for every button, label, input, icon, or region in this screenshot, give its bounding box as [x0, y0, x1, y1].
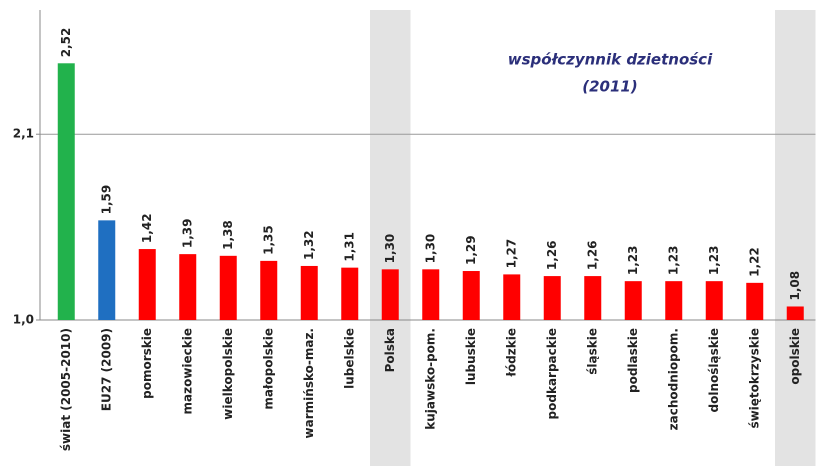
x-tick-label: mazowieckie — [180, 328, 194, 415]
chart-title: współczynnik dzietności — [508, 51, 713, 69]
x-tick-label: zachodniopom. — [666, 328, 680, 430]
bar — [543, 276, 561, 320]
y-tick-label: 2,1 — [13, 127, 34, 141]
bar — [260, 260, 278, 320]
x-tick-label: wielkopolskie — [221, 328, 235, 420]
x-tick-label: pomorskie — [140, 328, 154, 399]
x-tick-label: lubuskie — [464, 328, 478, 385]
x-tick-label: małopolskie — [261, 328, 275, 410]
chart-subtitle: (2011) — [582, 78, 637, 96]
bar — [746, 282, 764, 320]
value-label: 1,23 — [707, 246, 721, 276]
bar — [462, 271, 480, 320]
value-label: 1,30 — [383, 234, 397, 264]
value-label: 1,08 — [788, 271, 802, 301]
bar — [624, 281, 642, 320]
x-tick-label: lubelskie — [342, 328, 356, 389]
bar — [219, 255, 237, 320]
bar — [705, 281, 723, 320]
x-tick-label: podlaskie — [626, 328, 640, 393]
value-label: 1,27 — [504, 239, 518, 269]
bar — [98, 220, 116, 320]
bar — [786, 306, 804, 320]
x-tick-label: Polska — [383, 328, 397, 372]
value-label: 1,39 — [180, 219, 194, 249]
x-tick-label: podkarpackie — [545, 328, 559, 419]
value-label: 1,22 — [747, 247, 761, 277]
value-label: 1,26 — [545, 240, 559, 270]
value-label: 1,23 — [666, 246, 680, 276]
bar — [341, 267, 359, 320]
bar — [300, 265, 318, 320]
bar — [422, 269, 440, 320]
x-tick-label: świętokrzyskie — [747, 328, 761, 429]
value-label: 2,52 — [59, 28, 73, 58]
bar — [179, 254, 197, 320]
value-label: 1,26 — [585, 240, 599, 270]
value-label: 1,29 — [464, 235, 478, 265]
x-tick-label: EU27 (2009) — [99, 328, 113, 411]
y-tick-label: 1,0 — [13, 313, 34, 327]
x-tick-label: dolnośląskie — [707, 328, 721, 412]
bar — [57, 63, 75, 321]
bar — [381, 269, 399, 320]
x-tick-label: warmińsko-maz. — [302, 328, 316, 438]
value-label: 1,23 — [626, 246, 640, 276]
x-tick-label: łódzkie — [504, 328, 518, 378]
value-label: 1,30 — [423, 234, 437, 264]
bar — [584, 276, 602, 320]
bar — [138, 249, 156, 320]
highlight-band — [370, 10, 411, 466]
x-tick-label: kujawsko-pom. — [423, 328, 437, 430]
value-label: 1,31 — [342, 232, 356, 262]
value-label: 1,38 — [221, 220, 235, 250]
x-tick-label: opolskie — [788, 328, 802, 385]
value-label: 1,42 — [140, 213, 154, 243]
bar — [503, 274, 521, 320]
value-label: 1,32 — [302, 230, 316, 260]
value-label: 1,35 — [261, 225, 275, 255]
highlight-band — [775, 10, 816, 466]
bar — [665, 281, 683, 320]
x-tick-label: śląskie — [585, 328, 599, 375]
value-label: 1,59 — [99, 185, 113, 215]
x-tick-label: świat (2005-2010) — [59, 328, 73, 451]
